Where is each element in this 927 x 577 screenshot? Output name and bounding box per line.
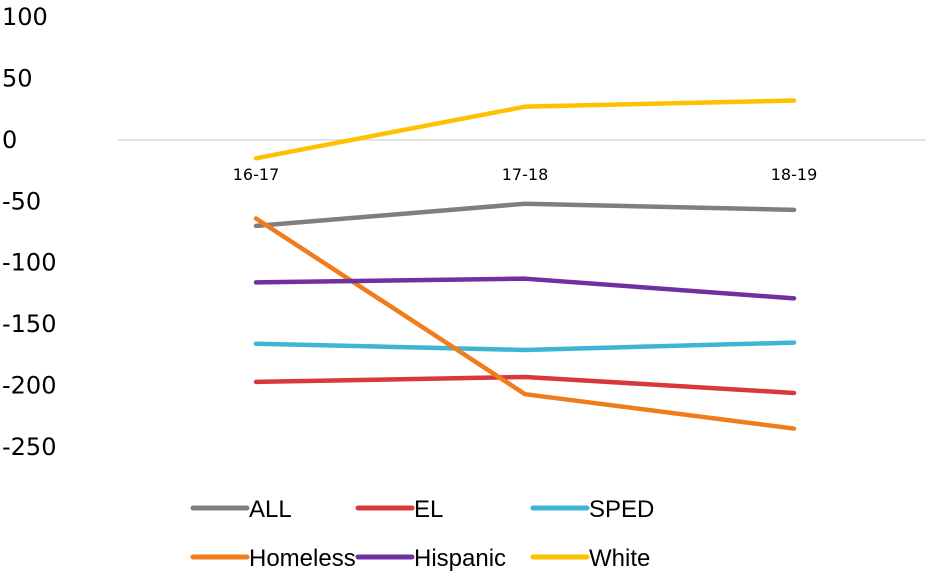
legend-label: Hispanic — [414, 545, 506, 572]
legend: ALL EL SPED Homeless Hispanic White — [190, 496, 654, 572]
series-line-hispanic — [253, 276, 797, 301]
legend-label: SPED — [589, 496, 654, 523]
legend-item-sped: SPED — [530, 496, 654, 523]
x-tick-label: 16-17 — [233, 165, 280, 184]
legend-item-white: White — [530, 545, 650, 572]
legend-label: White — [589, 545, 650, 572]
series-line-white — [253, 98, 797, 161]
series-line-all — [253, 201, 797, 229]
x-tick-label: 18-19 — [771, 165, 818, 184]
legend-item-homeless: Homeless — [190, 545, 356, 572]
y-tick-label: -50 — [2, 187, 41, 215]
series-line-sped — [253, 340, 797, 353]
series-line-el — [253, 374, 797, 396]
legend-item-hispanic: Hispanic — [355, 545, 506, 572]
y-tick-label: -150 — [2, 310, 56, 338]
y-tick-label: 0 — [2, 126, 17, 154]
legend-label: EL — [414, 496, 443, 523]
legend-label: Homeless — [249, 545, 356, 572]
legend-label: ALL — [249, 496, 292, 523]
legend-item-el: EL — [355, 496, 443, 523]
x-axis-ticks: 16-17 17-18 18-19 — [233, 165, 818, 184]
y-tick-label: -100 — [2, 249, 56, 277]
y-tick-label: 50 — [2, 64, 33, 92]
y-tick-label: -250 — [2, 433, 56, 461]
x-tick-label: 17-18 — [502, 165, 549, 184]
legend-item-all: ALL — [190, 496, 292, 523]
y-tick-label: -200 — [2, 372, 56, 400]
y-tick-label: 100 — [2, 3, 48, 31]
series-line-homeless — [253, 216, 797, 431]
y-axis-ticks: 100 50 0 -50 -100 -150 -200 -250 — [2, 3, 56, 461]
series-lines — [253, 98, 797, 431]
